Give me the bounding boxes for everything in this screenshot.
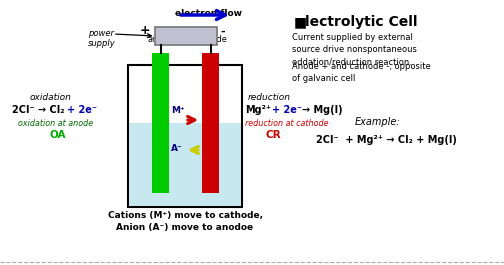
Text: Current supplied by external
source drive nonspontaneous
oddation/reduction reac: Current supplied by external source driv…	[292, 33, 417, 66]
Text: electron flow: electron flow	[175, 9, 242, 18]
Bar	[129, 123, 241, 206]
Text: A⁻: A⁻	[171, 144, 183, 153]
Text: + 2e⁻: + 2e⁻	[67, 105, 97, 115]
Bar	[202, 53, 219, 193]
Bar	[128, 65, 242, 207]
Text: M⁺: M⁺	[171, 106, 184, 115]
Text: reduction: reduction	[248, 93, 291, 102]
Text: Anode + and cathode -, opposite
of galvanic cell: Anode + and cathode -, opposite of galva…	[292, 62, 431, 83]
Text: CR: CR	[265, 130, 281, 140]
Bar	[155, 27, 217, 45]
Text: oxidation at anode: oxidation at anode	[18, 119, 93, 128]
Text: anode: anode	[148, 35, 173, 44]
Text: → Mg(l): → Mg(l)	[302, 105, 343, 115]
Text: lectrolytic Cell: lectrolytic Cell	[305, 15, 417, 29]
Text: 2Cl⁻ → Cl₂: 2Cl⁻ → Cl₂	[12, 105, 65, 115]
Text: -: -	[220, 27, 225, 37]
Text: 2Cl⁻  + Mg²⁺ → Cl₂ + Mg(l): 2Cl⁻ + Mg²⁺ → Cl₂ + Mg(l)	[316, 135, 457, 145]
Bar	[152, 53, 169, 193]
Text: ■: ■	[294, 15, 307, 29]
Text: Cations (M⁺) move to cathode,
Anion (A⁻) move to anodoe: Cations (M⁺) move to cathode, Anion (A⁻)…	[107, 211, 263, 232]
Text: power
supply: power supply	[88, 29, 116, 48]
Text: cathode: cathode	[194, 35, 227, 44]
Text: reduction at cathode: reduction at cathode	[245, 119, 329, 128]
Text: Example:: Example:	[355, 117, 401, 127]
Text: OA: OA	[50, 130, 67, 140]
Text: + 2e⁻: + 2e⁻	[272, 105, 302, 115]
Text: +: +	[140, 24, 150, 37]
Text: oxidation: oxidation	[30, 93, 72, 102]
Text: Mg²⁺: Mg²⁺	[245, 105, 271, 115]
